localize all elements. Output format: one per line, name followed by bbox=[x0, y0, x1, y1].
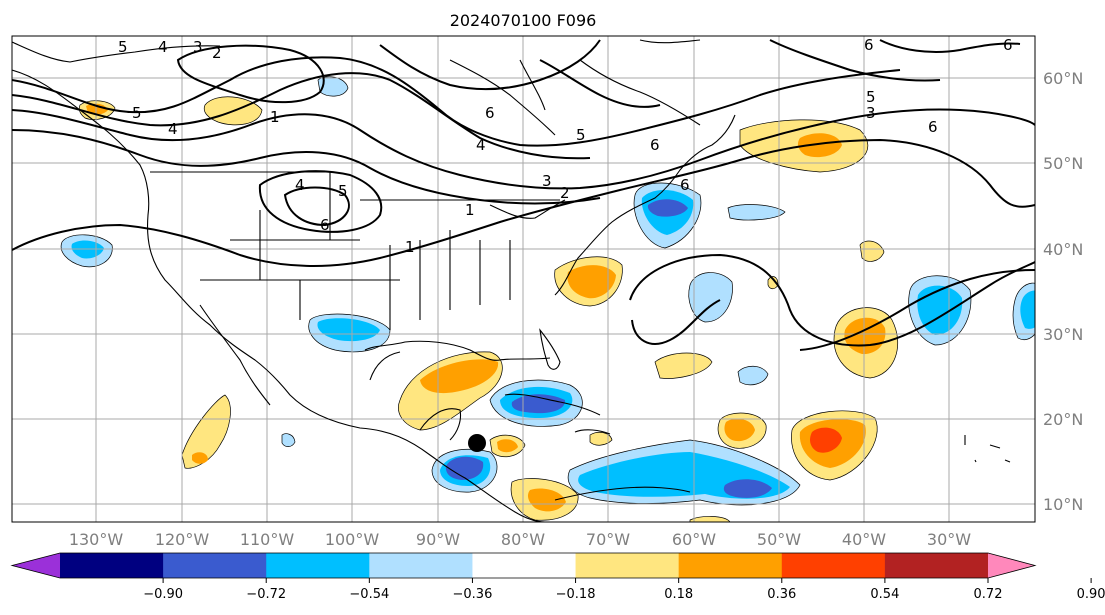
coastlines bbox=[12, 39, 1011, 522]
colorbar-segment bbox=[884, 553, 989, 578]
contour-label: 2 bbox=[560, 184, 570, 202]
lon-label: 40°W bbox=[842, 530, 886, 549]
anomaly-labrador-positive-core bbox=[797, 133, 842, 158]
colorbar-segment bbox=[575, 553, 680, 578]
contour-label: 6 bbox=[650, 136, 660, 154]
anomaly-small-positive bbox=[654, 352, 713, 379]
contour-label: 5 bbox=[118, 38, 128, 56]
longitude-labels: 130°W 120°W 110°W 100°W 90°W 80°W 70°W 6… bbox=[69, 530, 971, 549]
colorbar-segment bbox=[472, 553, 577, 578]
lat-label: 40°N bbox=[1043, 240, 1083, 259]
colorbar-tick-label: 0.72 bbox=[974, 587, 1003, 602]
colorbar-extend-min bbox=[12, 553, 60, 578]
colorbar-segment bbox=[781, 553, 886, 578]
anomaly-east-negative-mid bbox=[1020, 290, 1035, 329]
colorbar-tick-label: −0.36 bbox=[453, 587, 493, 602]
contour-label: 5 bbox=[132, 104, 142, 122]
map-frame bbox=[11, 35, 1036, 523]
colorbar-segment bbox=[678, 553, 783, 578]
anomaly-tropical-atlantic-negative-core bbox=[723, 479, 772, 498]
anomaly-centralamerica-negative-core bbox=[445, 456, 484, 480]
contour-label: 4 bbox=[158, 38, 168, 56]
anomaly-north-atlantic-positive bbox=[859, 240, 885, 262]
contour-label: 3 bbox=[193, 38, 203, 56]
lat-label: 20°N bbox=[1043, 410, 1083, 429]
contour-label: 4 bbox=[295, 176, 305, 194]
anomaly-mexico-negative-core bbox=[317, 318, 380, 342]
anomaly-gulf-stream-negative bbox=[727, 204, 786, 221]
contour-label: 3 bbox=[866, 104, 876, 122]
colorbar-tick-label: −0.72 bbox=[246, 587, 286, 602]
latitude-labels: 60°N 50°N 40°N 30°N 20°N 10°N bbox=[1043, 69, 1083, 514]
contour-lines bbox=[12, 39, 1035, 351]
anomaly-pacific-positive-core bbox=[192, 452, 208, 464]
anomaly-caribbean-negative-core bbox=[511, 394, 566, 414]
lon-label: 100°W bbox=[325, 530, 380, 549]
contour-label: 1 bbox=[465, 201, 475, 219]
contour-label: 6 bbox=[928, 118, 938, 136]
lon-label: 110°W bbox=[240, 530, 295, 549]
lon-label: 80°W bbox=[501, 530, 545, 549]
anomaly-bc-positive-core bbox=[86, 103, 108, 115]
anomaly-small-negative bbox=[737, 365, 769, 386]
colorbar-tick-label: 0.18 bbox=[664, 587, 693, 602]
colorbar-segment bbox=[163, 553, 267, 578]
contour-labels: 5 4 3 2 1 6 4 5 6 1 2 3 4 5 6 6 6 5 3 6 … bbox=[118, 36, 1013, 256]
anomaly-seus-positive-core bbox=[567, 265, 616, 299]
storm-position-marker bbox=[468, 434, 486, 452]
anomaly-tropical-west-positive-core bbox=[724, 418, 755, 442]
lon-label: 130°W bbox=[69, 530, 124, 549]
anomaly-tropical-positive-core bbox=[810, 427, 842, 453]
colorbar-segment bbox=[266, 553, 370, 578]
anomaly-canada-negative bbox=[317, 76, 349, 97]
anomaly-cuba-positive-core bbox=[497, 439, 518, 453]
graticule bbox=[12, 36, 1035, 522]
colorbar-outline bbox=[10, 552, 1037, 579]
contour-label: 1 bbox=[270, 108, 280, 126]
anomaly-nova-scotia-negative-core bbox=[647, 199, 688, 217]
contour-label: 2 bbox=[212, 44, 222, 62]
contour-label: 5 bbox=[576, 126, 586, 144]
anomaly-lesser-antilles-positive bbox=[589, 431, 613, 446]
colorbar-tick-label: 0.90 bbox=[1077, 587, 1105, 602]
colorbar-tick-label: 0.54 bbox=[870, 587, 899, 602]
lon-label: 70°W bbox=[586, 530, 630, 549]
anomaly-venezuela-positive-core bbox=[527, 488, 566, 512]
lat-label: 10°N bbox=[1043, 495, 1083, 514]
colorbar-segment bbox=[369, 553, 473, 578]
colorbar-tick-label: −0.54 bbox=[349, 587, 389, 602]
lat-label: 60°N bbox=[1043, 69, 1083, 88]
lon-label: 120°W bbox=[155, 530, 210, 549]
lon-label: 30°W bbox=[927, 530, 971, 549]
contour-label: 6 bbox=[864, 36, 874, 54]
contour-label: 4 bbox=[168, 120, 178, 138]
contour-label: 6 bbox=[680, 176, 690, 194]
anomaly-atlantic-blob-negative bbox=[688, 272, 733, 323]
colorbar-segment bbox=[60, 553, 164, 578]
colorbar-tick-label: 0.36 bbox=[767, 587, 796, 602]
lat-label: 50°N bbox=[1043, 154, 1083, 173]
shaded-anomalies bbox=[60, 76, 1035, 522]
colorbar: −0.90 −0.72 −0.54 −0.36 −0.18 0.18 0.36 0.54 0.7… bbox=[10, 552, 1105, 602]
contour-label: 6 bbox=[485, 104, 495, 122]
lon-label: 90°W bbox=[416, 530, 460, 549]
anomaly-gulf-positive-core bbox=[420, 359, 499, 394]
lon-label: 60°W bbox=[672, 530, 716, 549]
contour-label: 5 bbox=[866, 88, 876, 106]
lon-label: 50°W bbox=[757, 530, 801, 549]
map-panel: 5 4 3 2 1 6 4 5 6 1 2 3 4 5 6 6 6 5 3 6 … bbox=[12, 36, 1035, 522]
anomaly-pacific-small-negative bbox=[281, 433, 296, 447]
contour-label: 5 bbox=[338, 182, 348, 200]
contour-label: 4 bbox=[476, 136, 486, 154]
map-title: 2024070100 F096 bbox=[450, 11, 597, 30]
colorbar-extend-max bbox=[988, 553, 1035, 578]
contour-label: 3 bbox=[542, 172, 552, 190]
contour-label: 6 bbox=[320, 216, 330, 234]
contour-label: 1 bbox=[405, 238, 415, 256]
lat-label: 30°N bbox=[1043, 325, 1083, 344]
contour-label: 6 bbox=[1003, 36, 1013, 54]
colorbar-tick-label: −0.18 bbox=[556, 587, 596, 602]
colorbar-tick-label: −0.90 bbox=[143, 587, 183, 602]
